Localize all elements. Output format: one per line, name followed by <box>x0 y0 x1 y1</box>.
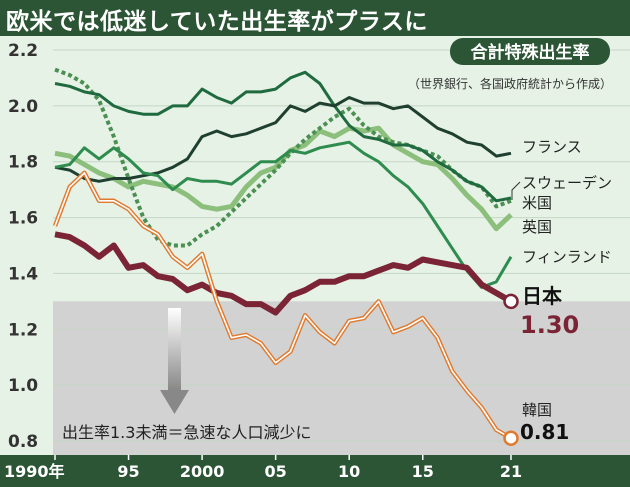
chart-title: 欧米では低迷していた出生率がプラスに <box>6 9 428 35</box>
series-label-uk: 英国 <box>522 218 552 236</box>
y-tick-label: 2.2 <box>8 41 38 61</box>
series-line-france <box>54 96 512 183</box>
end-marker-japan <box>503 293 519 310</box>
end-value-korea: 0.81 <box>520 420 569 444</box>
subtitle-badge <box>450 38 610 65</box>
series-label-korea: 韓国 <box>522 401 552 419</box>
down-arrow-icon <box>160 308 189 414</box>
x-tick-label: 2000 <box>180 462 225 481</box>
leader-line-sweden <box>511 181 521 200</box>
x-tick-label: 10 <box>338 462 360 481</box>
x-tick-label: 95 <box>117 462 139 481</box>
series-line-sweden <box>54 70 512 203</box>
series-label-france: フランス <box>522 138 582 156</box>
series-label-sweden: スウェーデン <box>522 174 612 192</box>
title-bar <box>0 0 630 36</box>
series-line-us <box>54 67 512 248</box>
y-tick-label: 1.0 <box>8 376 38 396</box>
y-tick-label: 1.8 <box>8 153 38 173</box>
x-axis-bar <box>0 455 630 487</box>
subtitle-badge-text: 合計特殊出生率 <box>471 42 590 63</box>
series-line-korea-inner <box>54 172 512 439</box>
y-tick-label: 2.0 <box>8 97 38 117</box>
series-line-japan <box>54 231 513 316</box>
x-tick-label: 21 <box>500 462 522 481</box>
end-marker-korea <box>503 430 519 446</box>
shaded-region <box>53 301 630 455</box>
x-tick-label: 05 <box>265 462 287 481</box>
y-tick-label: 1.2 <box>8 320 38 340</box>
series-label-us: 米国 <box>522 194 552 212</box>
y-axis-ticks: 0.8 1.0 1.2 1.4 1.6 1.8 2.0 2.2 <box>8 41 38 452</box>
series-line-finland <box>54 140 513 289</box>
y-tick-label: 0.8 <box>8 432 38 452</box>
annotation-text: 出生率1.3未満＝急速な人口減少に <box>62 423 311 442</box>
x-tick-label: 15 <box>412 462 434 481</box>
series-label-japan: 日本 <box>522 284 562 308</box>
y-tick-label: 1.6 <box>8 209 38 229</box>
series-lines <box>52 67 519 446</box>
x-tick-label: 1990年 <box>4 462 65 481</box>
y-tick-label: 1.4 <box>8 264 38 284</box>
x-axis-ticks: 1990年 95 2000 05 10 15 21 <box>4 455 522 481</box>
end-value-japan: 1.30 <box>520 311 579 339</box>
series-label-finland: フィンランド <box>522 248 612 266</box>
source-note: （世界銀行、各国政府統計から作成） <box>408 76 612 91</box>
